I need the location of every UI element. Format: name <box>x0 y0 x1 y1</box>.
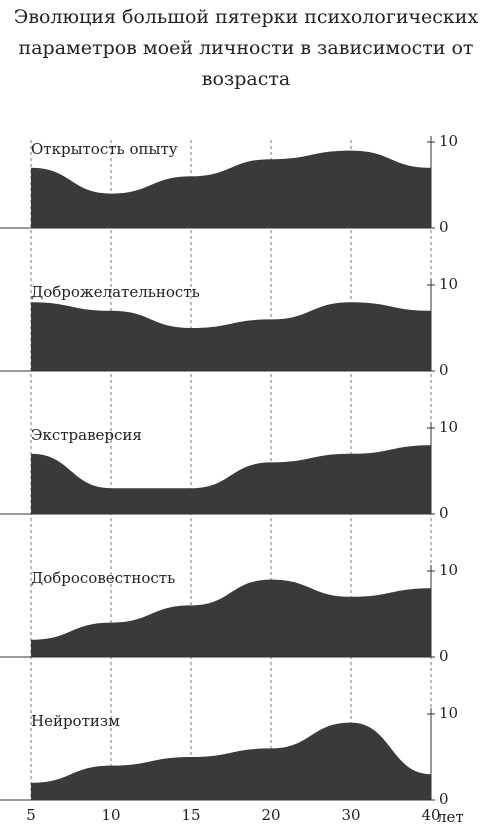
series-label: Добросовестность <box>31 569 175 587</box>
series-label: Нейротизм <box>31 712 120 730</box>
y-tick-label: 10 <box>439 561 458 579</box>
chart-title: Эволюция большой пятерки психологических… <box>13 6 479 90</box>
y-tick-label: 0 <box>439 504 449 522</box>
y-tick-label: 0 <box>439 790 449 808</box>
y-tick-label: 10 <box>439 132 458 150</box>
series-label: Доброжелательность <box>31 283 200 301</box>
area <box>31 150 431 228</box>
y-tick-label: 0 <box>439 361 449 379</box>
area <box>31 579 431 657</box>
series-label: Экстраверсия <box>31 426 142 444</box>
x-axis-label: лет <box>437 808 464 826</box>
x-tick-label: 30 <box>341 806 360 824</box>
x-tick-label: 15 <box>181 806 200 824</box>
x-tick-label: 20 <box>261 806 280 824</box>
x-tick-label: 40 <box>421 806 440 824</box>
y-tick-label: 10 <box>439 704 458 722</box>
area <box>31 722 431 800</box>
x-tick-label: 5 <box>26 806 36 824</box>
y-tick-label: 10 <box>439 275 458 293</box>
area <box>31 302 431 371</box>
y-tick-label: 0 <box>439 647 449 665</box>
series-label: Открытость опыту <box>31 140 178 158</box>
y-tick-label: 10 <box>439 418 458 436</box>
area <box>31 445 431 514</box>
x-tick-label: 10 <box>101 806 120 824</box>
y-tick-label: 0 <box>439 218 449 236</box>
